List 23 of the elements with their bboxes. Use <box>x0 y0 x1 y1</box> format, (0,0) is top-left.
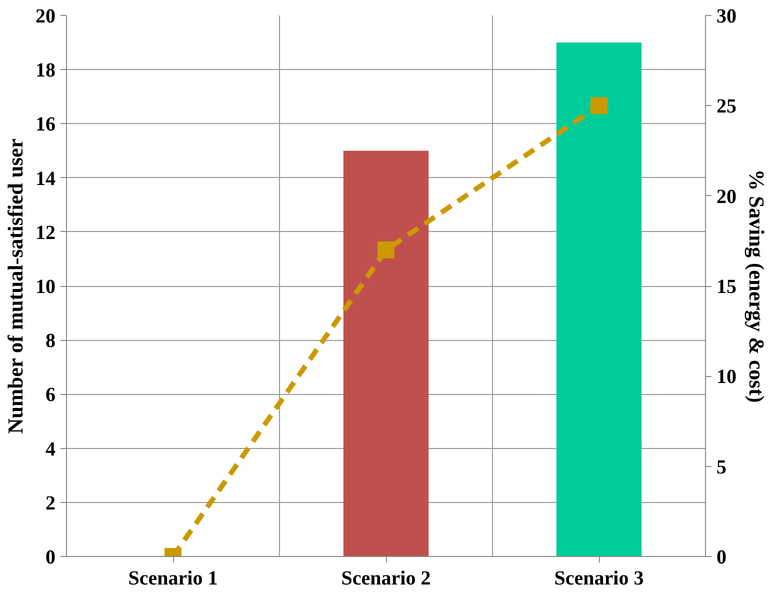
y2-tick-label: 15 <box>716 276 736 298</box>
y2-tick-label: 20 <box>716 186 736 208</box>
y-tick-label: 6 <box>46 384 56 406</box>
y-tick-label: 14 <box>36 168 56 190</box>
x-tick-label: Scenario 1 <box>128 568 218 590</box>
y-tick-label: 12 <box>36 222 56 244</box>
y2-tick-label: 0 <box>716 546 726 568</box>
y-tick-label: 4 <box>46 438 56 460</box>
y-tick-label: 18 <box>36 60 56 82</box>
y-tick-label: 16 <box>36 114 56 136</box>
y-tick-label: 8 <box>46 330 56 352</box>
y2-axis-title: % Saving (energy & cost) <box>744 169 768 403</box>
x-tick-label: Scenario 3 <box>554 568 644 590</box>
y-tick-label: 0 <box>46 546 56 568</box>
y-tick-label: 10 <box>36 276 56 298</box>
y-tick-label: 2 <box>46 492 56 514</box>
y2-tick-label: 5 <box>716 456 726 478</box>
y-axis-title: Number of mutual-satisfied user <box>4 138 28 434</box>
y2-tick-label: 25 <box>716 96 736 118</box>
y-tick-label: 20 <box>36 6 56 28</box>
y2-tick-label: 30 <box>716 6 736 28</box>
y2-tick-label: 10 <box>716 366 736 388</box>
x-tick-label: Scenario 2 <box>341 568 431 590</box>
